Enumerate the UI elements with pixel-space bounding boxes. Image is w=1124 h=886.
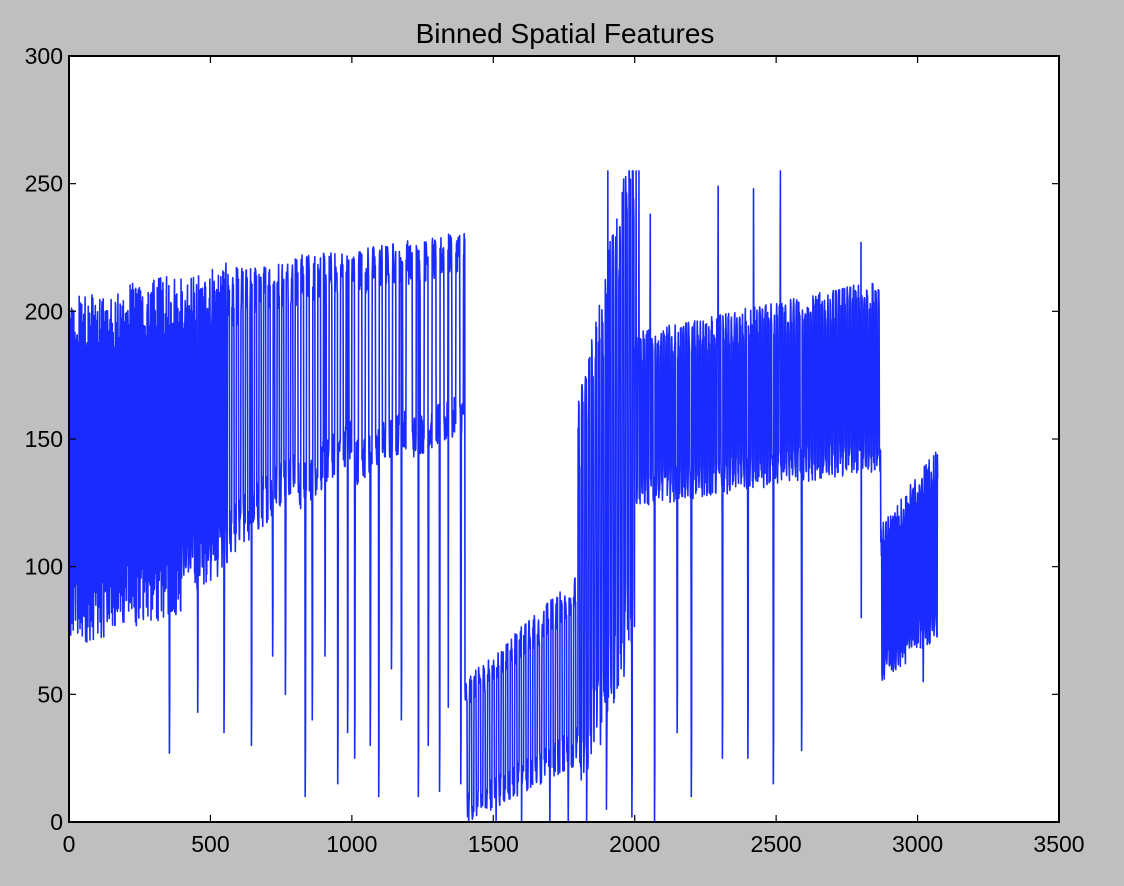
y-tick-label: 200	[25, 298, 63, 324]
y-tick-label: 300	[25, 43, 63, 69]
y-tick-label: 150	[25, 426, 63, 452]
x-tick-label: 500	[191, 831, 229, 857]
y-tick-label: 100	[25, 554, 63, 580]
x-tick-label: 1000	[326, 831, 377, 857]
x-tick-label: 2000	[609, 831, 660, 857]
ticks-layer: 0 500 1000 1500 2000 2500 3000 3500 0 50 100 150 200…	[25, 43, 1085, 857]
series-line	[68, 170, 939, 823]
x-tick-label: 2500	[751, 831, 802, 857]
y-tick-label: 50	[37, 681, 63, 707]
series-layer	[68, 170, 939, 823]
x-tick-label: 3000	[892, 831, 943, 857]
chart-title: Binned Spatial Features	[416, 18, 715, 49]
x-tick-label: 1500	[468, 831, 519, 857]
x-tick-label: 3500	[1033, 831, 1084, 857]
y-tick-label: 250	[25, 171, 63, 197]
y-tick-label: 0	[50, 809, 63, 835]
x-tick-label: 0	[63, 831, 76, 857]
